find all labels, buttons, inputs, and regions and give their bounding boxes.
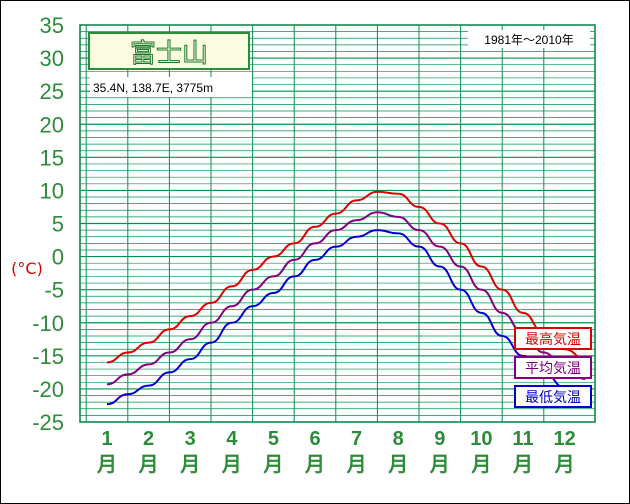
month-suffix-label: 月 [262, 452, 283, 476]
y-tick-labels: 35 30 25 20 15 10 5 0 -5 -10 -15 -20 -25 [32, 13, 64, 435]
series-line [106, 190, 586, 364]
month-number-label: 5 [268, 428, 279, 450]
month-suffix-label: 月 [221, 452, 242, 476]
chart-title: 富士山 [130, 39, 208, 69]
month-suffix-label: 月 [429, 452, 450, 476]
y-tick-label: 25 [40, 79, 64, 104]
month-suffix-label: 月 [554, 452, 575, 476]
month-number-label: 11 [512, 428, 533, 450]
month-suffix-label: 月 [304, 452, 325, 476]
series-line [106, 211, 586, 386]
legend-label: 最低気温 [525, 390, 581, 406]
legend-label: 最高気温 [525, 331, 581, 348]
y-tick-label: -10 [32, 311, 64, 336]
month-number-label: 12 [553, 428, 575, 450]
month-suffix-label: 月 [138, 452, 159, 476]
y-tick-label: 20 [40, 112, 64, 137]
grid-lines [80, 25, 595, 422]
month-suffix-label: 月 [346, 452, 367, 476]
y-tick-label: -15 [32, 344, 64, 369]
month-number-label: 4 [226, 428, 238, 450]
y-tick-label: 0 [52, 245, 64, 270]
month-number-label: 8 [393, 428, 404, 450]
location-label: 35.4N, 138.7E, 3775m [93, 81, 213, 95]
legend-box [514, 356, 592, 379]
legend-box [514, 385, 592, 408]
month-number-label: 9 [434, 428, 445, 450]
y-tick-label: -5 [44, 278, 64, 303]
series-lines [106, 190, 586, 406]
month-number-label: 1 [101, 428, 112, 450]
y-tick-label: 30 [40, 46, 64, 71]
month-number-label: 3 [185, 428, 196, 450]
series-line [106, 229, 586, 406]
month-number-label: 10 [470, 428, 492, 450]
month-number-label: 2 [143, 428, 154, 450]
month-suffix-label: 月 [512, 452, 533, 476]
y-tick-label: -20 [32, 377, 64, 402]
y-tick-label: 15 [40, 145, 64, 170]
month-number-label: 7 [351, 428, 362, 450]
y-tick-label: 35 [40, 13, 64, 38]
month-suffix-label: 月 [470, 452, 491, 476]
y-tick-label: 10 [40, 178, 64, 203]
legend-box [514, 327, 592, 350]
y-tick-label: 5 [52, 212, 64, 237]
location-box [90, 77, 252, 97]
month-suffix-label: 月 [387, 452, 408, 476]
period-box [468, 30, 590, 48]
month-suffix-label: 月 [96, 452, 117, 476]
title-box [88, 32, 250, 70]
y-axis-label: (°C) [11, 259, 43, 278]
legend-label: 平均気温 [525, 361, 581, 377]
month-number-label: 6 [309, 428, 320, 450]
y-tick-label: -25 [32, 410, 64, 435]
period-label: 1981年〜2010年 [484, 33, 573, 47]
month-suffix-label: 月 [179, 452, 200, 476]
